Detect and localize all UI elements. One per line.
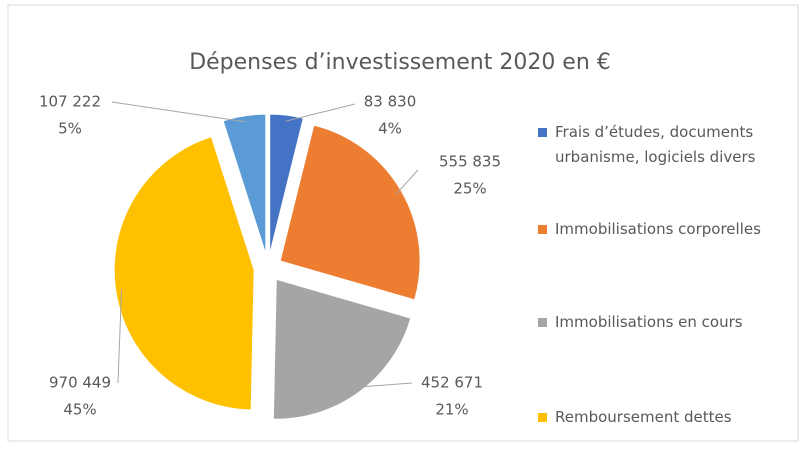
legend-label: Immobilisations corporelles	[555, 220, 761, 238]
legend-item: Remboursement dettes	[538, 405, 778, 430]
pie-slice	[269, 113, 304, 255]
percent-label: 25%	[453, 180, 486, 198]
data-label: 83 830	[364, 93, 417, 111]
legend-swatch	[538, 128, 547, 137]
legend-label: Immobilisations en cours	[555, 313, 743, 331]
legend-label: Remboursement dettes	[555, 408, 732, 426]
leader-line	[395, 169, 419, 195]
leader-line	[111, 101, 246, 123]
pie-slice	[279, 124, 421, 301]
chart-border	[7, 4, 799, 442]
chart-title: Dépenses d’investissement 2020 en €	[189, 50, 611, 75]
legend-swatch	[538, 413, 547, 422]
pie-slice	[222, 113, 267, 255]
percent-label: 4%	[378, 120, 402, 138]
leader-line	[117, 289, 123, 384]
pie-slice	[113, 136, 255, 411]
data-label: 107 222	[39, 93, 101, 111]
pie-slice	[272, 278, 412, 420]
leader-line	[355, 382, 413, 388]
legend-swatch	[538, 225, 547, 234]
legend-item: Immobilisations en cours	[538, 310, 778, 335]
legend-item: Frais d’études, documents urbanisme, log…	[538, 120, 778, 170]
legend-swatch	[538, 318, 547, 327]
data-label: 555 835	[439, 153, 501, 171]
legend-label: Frais d’études, documents urbanisme, log…	[555, 123, 756, 166]
percent-label: 21%	[435, 401, 468, 419]
percent-label: 5%	[58, 120, 82, 138]
leader-line	[285, 103, 356, 122]
percent-label: 45%	[63, 401, 96, 419]
data-label: 452 671	[421, 374, 483, 392]
legend-item: Immobilisations corporelles	[538, 217, 778, 242]
data-label: 970 449	[49, 374, 111, 392]
